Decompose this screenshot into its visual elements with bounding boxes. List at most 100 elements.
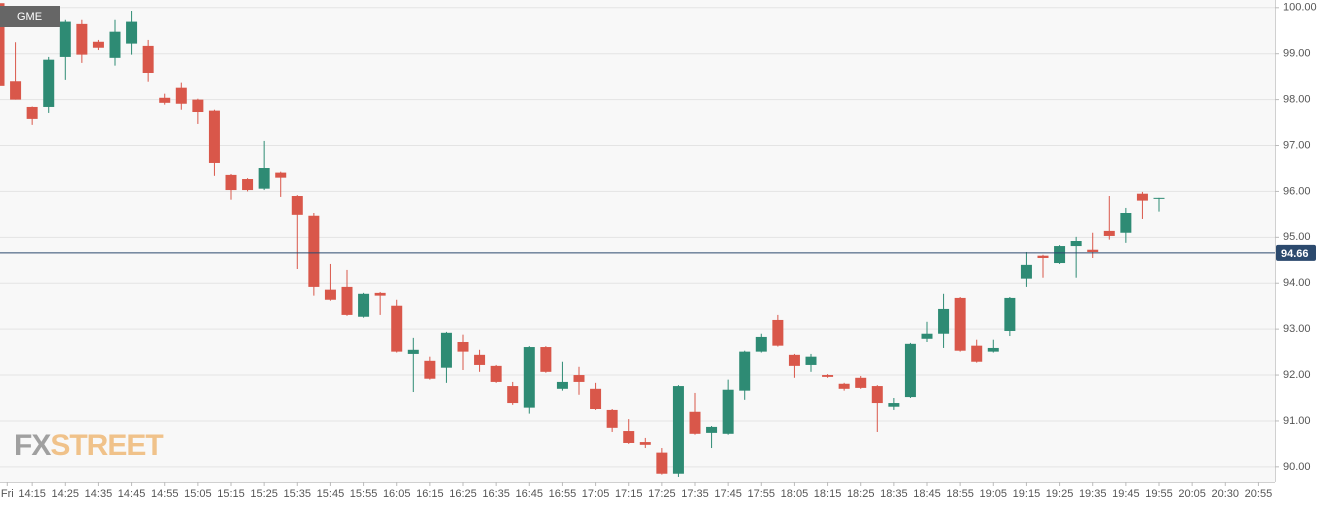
candle-body: [275, 172, 287, 178]
candle-body: [573, 375, 585, 382]
candle-body: [1103, 230, 1115, 236]
y-tick-label: 92.00: [1283, 369, 1311, 381]
candle-body: [10, 81, 22, 100]
candle-body: [822, 375, 834, 377]
y-tick-label: 96.00: [1283, 185, 1311, 197]
x-tick-label: 14:15: [18, 488, 46, 500]
candle-body: [175, 87, 187, 104]
candle-body: [324, 289, 336, 300]
candle-body: [76, 23, 88, 55]
candle-body: [358, 293, 370, 317]
x-tick-label: 16:05: [383, 488, 411, 500]
candle-body: [374, 292, 386, 296]
candle-body: [739, 351, 751, 391]
x-tick-label: 15:25: [250, 488, 278, 500]
y-tick-label: 99.00: [1283, 48, 1311, 60]
candle-body: [59, 21, 71, 57]
plot-background: [0, 0, 1275, 482]
x-tick-label: 15:55: [350, 488, 378, 500]
candle-body: [291, 196, 303, 215]
candle-body: [159, 97, 171, 103]
x-tick-label: 18:45: [913, 488, 941, 500]
x-tick-label: 19:35: [1079, 488, 1107, 500]
candle-body: [523, 347, 535, 408]
candle-body: [92, 41, 104, 48]
candle-body: [192, 99, 204, 113]
candle-body: [208, 110, 220, 163]
candle-body: [407, 349, 419, 354]
candle-body: [507, 386, 519, 404]
candle-body: [0, 3, 5, 86]
x-tick-label: 17:15: [615, 488, 643, 500]
y-tick-label: 93.00: [1283, 323, 1311, 335]
x-tick-label: 19:45: [1112, 488, 1140, 500]
y-tick-label: 94.00: [1283, 277, 1311, 289]
candle-body: [474, 354, 486, 365]
x-tick-label: Fri: [1, 488, 14, 500]
candle-body: [656, 452, 668, 474]
candle-body: [1153, 197, 1165, 199]
candle-body: [1004, 297, 1016, 331]
candle-body: [954, 297, 966, 351]
x-tick-label: 16:25: [449, 488, 477, 500]
y-tick-label: 100.00: [1283, 2, 1317, 14]
candle-body: [440, 332, 452, 368]
x-tick-label: 15:35: [284, 488, 312, 500]
candle-body: [1020, 264, 1032, 279]
x-tick-label: 20:05: [1178, 488, 1206, 500]
x-tick-label: 16:45: [516, 488, 544, 500]
x-tick-label: 20:55: [1245, 488, 1273, 500]
x-tick-label: 17:05: [582, 488, 610, 500]
x-tick-label: 15:05: [184, 488, 212, 500]
x-tick-label: 18:05: [781, 488, 809, 500]
x-tick-label: 16:35: [482, 488, 510, 500]
candle-body: [772, 319, 784, 346]
candle-body: [341, 286, 353, 315]
candle-body: [971, 345, 983, 362]
candle-body: [672, 386, 684, 474]
x-tick-label: 15:15: [217, 488, 245, 500]
candle-body: [556, 381, 568, 389]
x-tick-label: 19:25: [1046, 488, 1074, 500]
candle-body: [788, 354, 800, 366]
y-tick-label: 98.00: [1283, 94, 1311, 106]
labels: 100.00 99.00 98.00 97.00 96.00 95.00 94.00 93.0…: [1, 2, 1317, 500]
candle-body: [1054, 246, 1066, 264]
candle-body: [225, 174, 237, 191]
y-tick-label: 90.00: [1283, 461, 1311, 473]
x-tick-label: 15:45: [317, 488, 345, 500]
watermark-fx: FX: [14, 429, 51, 462]
candle-body: [126, 21, 138, 44]
candle-body: [142, 45, 154, 73]
candle-body: [689, 411, 701, 434]
candle-body: [623, 431, 635, 443]
candles: [0, 3, 1275, 477]
candle-body: [921, 333, 933, 339]
candle-body: [26, 106, 38, 119]
symbol-badge: [0, 6, 60, 27]
current-price-label: 94.66: [1281, 248, 1309, 260]
x-tick-label: 18:25: [847, 488, 875, 500]
x-tick-label: 18:55: [946, 488, 974, 500]
candle-body: [871, 386, 883, 404]
candle-body: [1136, 193, 1148, 201]
candle-body: [109, 31, 121, 58]
candle-body: [308, 215, 320, 287]
x-tick-label: 17:55: [748, 488, 776, 500]
x-tick-label: 18:35: [880, 488, 908, 500]
candle-body: [706, 426, 718, 433]
candle-body: [805, 356, 817, 365]
watermark-street: STREET: [50, 429, 163, 462]
x-tick-label: 16:55: [549, 488, 577, 500]
y-tick-label: 97.00: [1283, 139, 1311, 151]
x-tick-label: 14:45: [118, 488, 146, 500]
watermark: FXSTREET: [14, 429, 163, 462]
candle-body: [258, 168, 270, 189]
candle-body: [424, 360, 436, 379]
x-tick-label: 14:25: [52, 488, 80, 500]
candle-body: [391, 305, 403, 352]
candle-body: [1070, 241, 1082, 247]
candle-body: [904, 343, 916, 398]
